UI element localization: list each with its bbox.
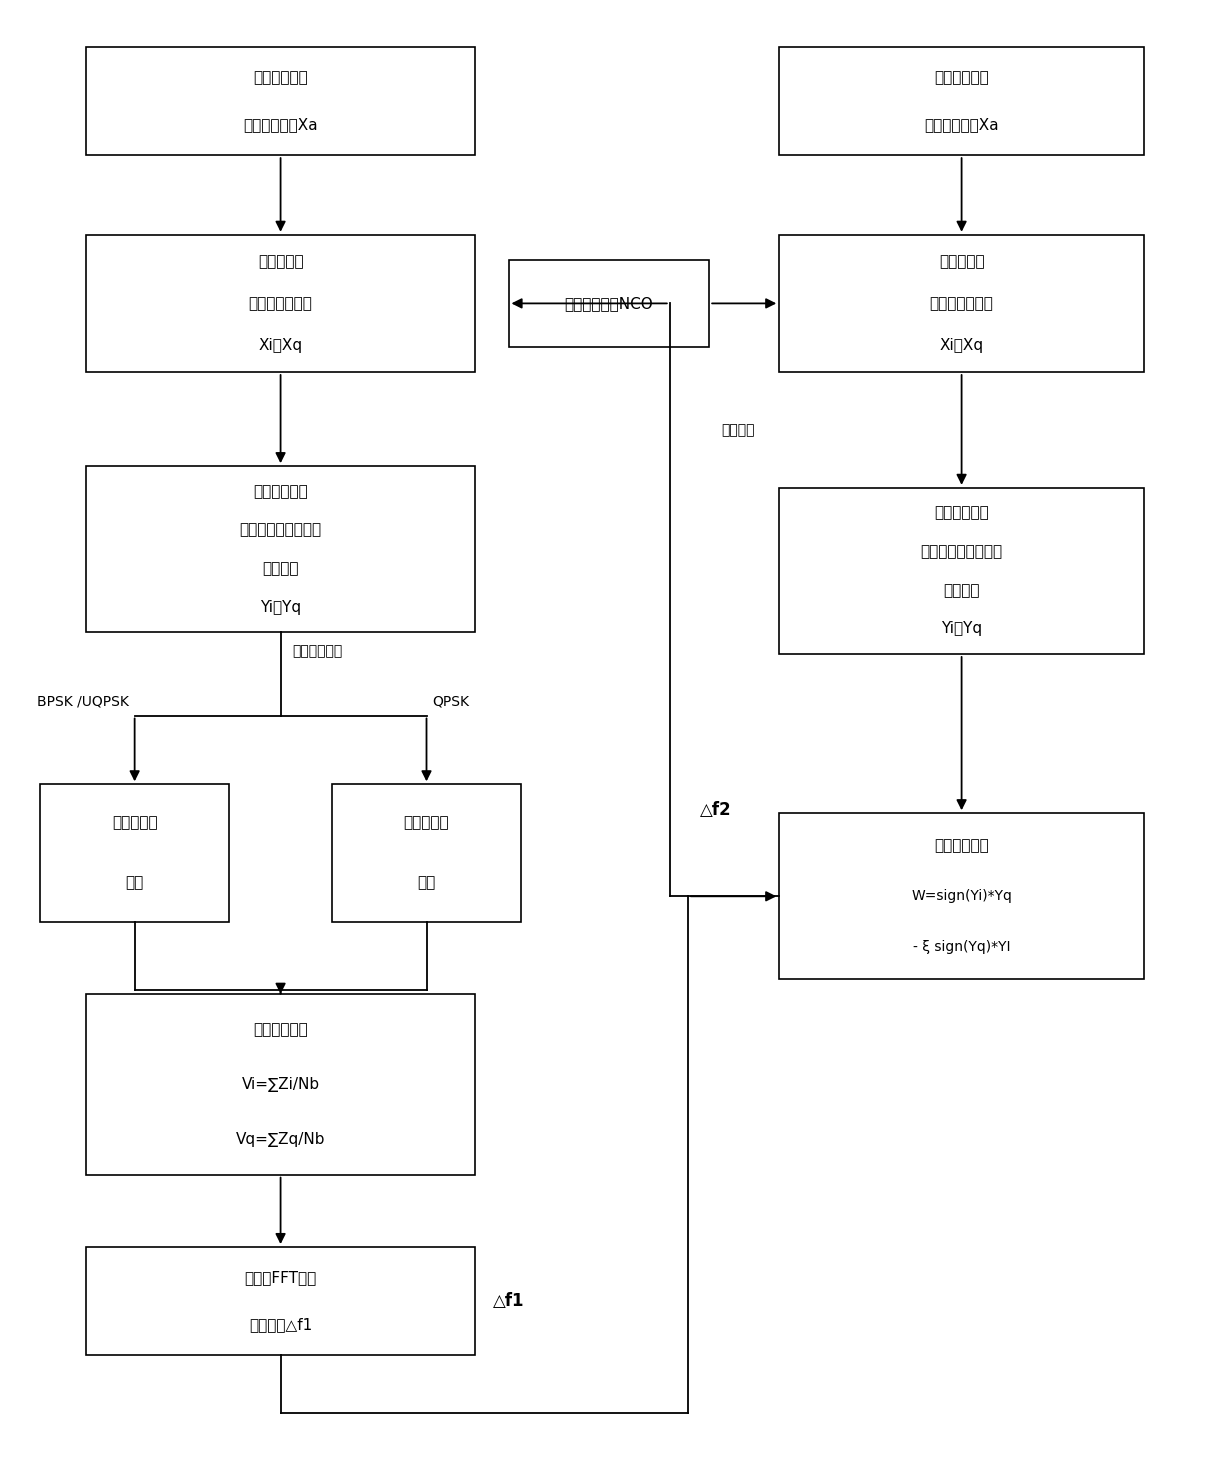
Text: 变换: 变换 <box>417 876 435 891</box>
Text: 带外高频滤波: 带外高频滤波 <box>253 483 308 499</box>
Text: 获得数据采样Xa: 获得数据采样Xa <box>924 117 999 131</box>
Text: 傅立叶FFT变换: 傅立叶FFT变换 <box>245 1270 316 1285</box>
Text: 频偏估计△f1: 频偏估计△f1 <box>248 1317 312 1333</box>
Text: BPSK /UQPSK: BPSK /UQPSK <box>37 695 129 708</box>
Text: △f2: △f2 <box>700 800 732 819</box>
Bar <box>779 488 1144 654</box>
Text: Xi、Xq: Xi、Xq <box>258 337 303 352</box>
Text: 数字下变频: 数字下变频 <box>258 254 304 269</box>
Text: 中频信号: 中频信号 <box>943 583 980 597</box>
Bar <box>86 235 475 372</box>
Text: Vq=∑Zq/Nb: Vq=∑Zq/Nb <box>236 1132 325 1146</box>
Bar <box>779 235 1144 372</box>
Text: 获得低通滤波后的零: 获得低通滤波后的零 <box>240 523 321 537</box>
Text: 带通采样定理: 带通采样定理 <box>253 70 308 85</box>
Text: 中频信号: 中频信号 <box>262 561 299 577</box>
Bar <box>86 994 475 1175</box>
Bar <box>86 466 475 632</box>
Bar <box>86 1247 475 1355</box>
Text: 获得零中频信号: 获得零中频信号 <box>248 296 312 311</box>
Text: QPSK: QPSK <box>433 695 470 708</box>
Text: 获得低通滤波后的零: 获得低通滤波后的零 <box>920 545 1002 559</box>
Text: 获得零中频信号: 获得零中频信号 <box>930 296 994 311</box>
Bar <box>779 47 1144 155</box>
Text: △f1: △f1 <box>493 1292 525 1310</box>
Text: 变换: 变换 <box>125 876 144 891</box>
Text: 载波跟踪: 载波跟踪 <box>721 423 755 437</box>
Text: 数字下变频: 数字下变频 <box>938 254 984 269</box>
Text: 二次非线性: 二次非线性 <box>403 816 449 831</box>
Text: 带外高频滤波: 带外高频滤波 <box>935 505 989 520</box>
Text: - ξ sign(Yq)*YI: - ξ sign(Yq)*YI <box>913 940 1010 953</box>
Text: Xi、Xq: Xi、Xq <box>940 337 984 352</box>
Text: 补偿本地数字NCO: 补偿本地数字NCO <box>565 296 653 311</box>
Text: 带通采样定理: 带通采样定理 <box>935 70 989 85</box>
Bar <box>779 813 1144 980</box>
Bar <box>86 47 475 155</box>
Bar <box>41 784 229 921</box>
Text: 载波频偏估计: 载波频偏估计 <box>293 644 343 658</box>
Text: Vi=∑Zi/Nb: Vi=∑Zi/Nb <box>241 1077 320 1092</box>
Text: 多次线性累加: 多次线性累加 <box>253 1022 308 1037</box>
Bar <box>508 260 710 347</box>
Text: 获得数据采样Xa: 获得数据采样Xa <box>244 117 317 131</box>
Text: Yi、Yq: Yi、Yq <box>941 622 982 637</box>
Text: W=sign(Yi)*Yq: W=sign(Yi)*Yq <box>911 889 1012 904</box>
Text: Yi、Yq: Yi、Yq <box>260 600 301 615</box>
Text: 逆调制环鉴相: 逆调制环鉴相 <box>935 838 989 854</box>
Text: 一次非线性: 一次非线性 <box>112 816 157 831</box>
Bar <box>332 784 520 921</box>
